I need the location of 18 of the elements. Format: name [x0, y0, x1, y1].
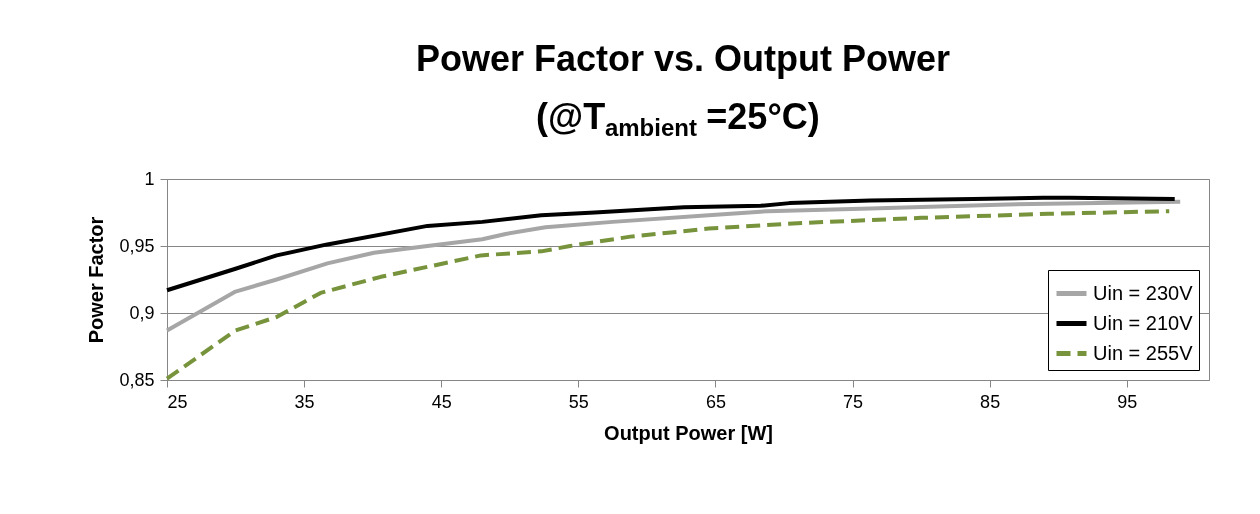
- x-tick-label: 85: [980, 391, 1001, 412]
- x-tick-label: 65: [705, 391, 726, 412]
- y-tick-label: 0,85: [119, 369, 155, 390]
- y-tick-label: 0,9: [129, 302, 155, 323]
- x-tick-label: 35: [294, 391, 315, 412]
- legend-label: Uin = 210V: [1093, 311, 1194, 334]
- y-tick-label: 1: [144, 168, 155, 189]
- y-tick-label: 0,95: [119, 235, 155, 256]
- x-axis-title: Output Power [W]: [604, 421, 773, 444]
- legend-label: Uin = 255V: [1093, 341, 1194, 364]
- x-tick-label: 45: [431, 391, 452, 412]
- y-axis-title: Power Factor: [85, 216, 108, 344]
- chart-title: Power Factor vs. Output Power: [415, 38, 951, 79]
- x-tick-label: 75: [843, 391, 864, 412]
- x-tick-label: 25: [167, 391, 188, 412]
- x-tick-label: 55: [568, 391, 589, 412]
- legend-label: Uin = 230V: [1093, 281, 1194, 304]
- x-tick-label: 95: [1117, 391, 1138, 412]
